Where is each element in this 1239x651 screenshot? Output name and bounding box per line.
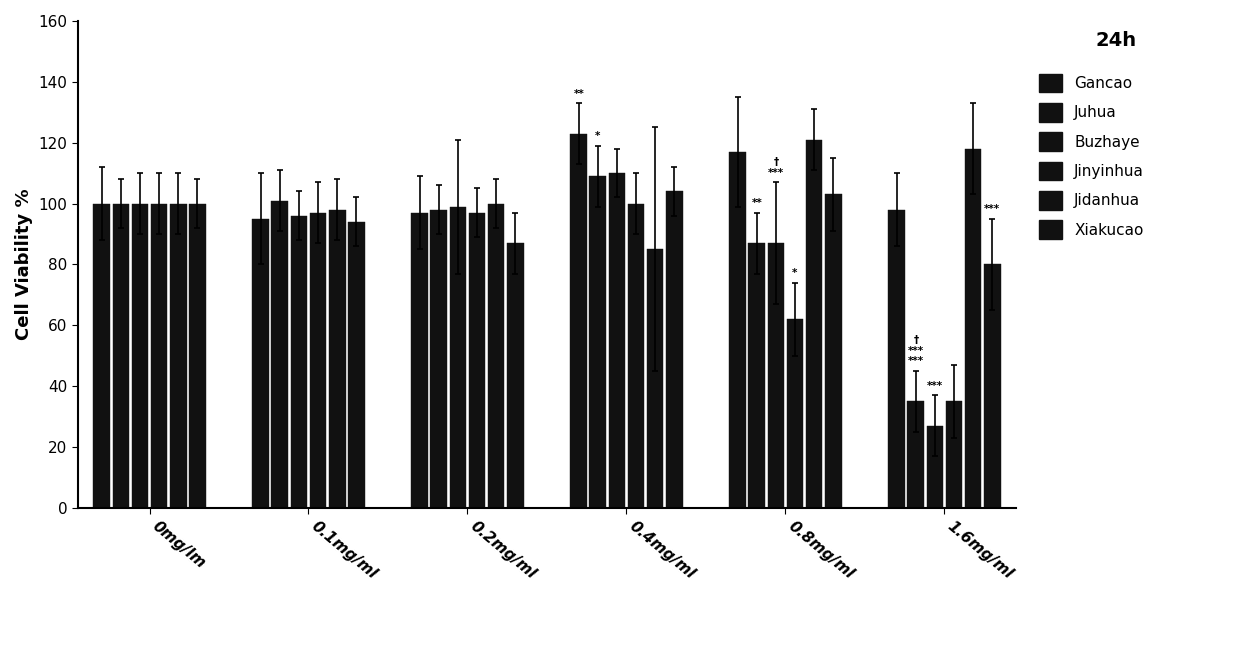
Bar (647, 249, 663, 508)
Bar (131, 204, 149, 508)
Text: *: * (595, 131, 601, 141)
Bar (170, 204, 187, 508)
Text: **: ** (574, 89, 584, 98)
Bar (787, 319, 803, 508)
Bar (825, 195, 841, 508)
Bar (748, 243, 766, 508)
Bar (628, 204, 644, 508)
Y-axis label: Cell Viability %: Cell Viability % (15, 189, 33, 340)
Bar (188, 204, 206, 508)
Bar (767, 243, 784, 508)
Text: 24h: 24h (1095, 31, 1137, 49)
Bar (450, 206, 466, 508)
Bar (310, 213, 326, 508)
Bar (348, 222, 364, 508)
Bar (945, 401, 963, 508)
Bar (430, 210, 447, 508)
Bar (570, 133, 587, 508)
Text: ***: *** (984, 204, 1000, 214)
Bar (151, 204, 167, 508)
Text: †
***: † *** (768, 157, 784, 178)
Bar (93, 204, 110, 508)
Bar (888, 210, 906, 508)
Text: *: * (792, 268, 798, 278)
Bar (488, 204, 504, 508)
Bar (907, 401, 924, 508)
Text: ***: *** (927, 381, 943, 391)
Bar (608, 173, 626, 508)
Bar (271, 201, 289, 508)
Bar (507, 243, 524, 508)
Bar (665, 191, 683, 508)
Bar (730, 152, 746, 508)
Bar (113, 204, 129, 508)
Legend: Gancao, Juhua, Buzhaye, Jinyinhua, Jidanhua, Xiakucao: Gancao, Juhua, Buzhaye, Jinyinhua, Jidan… (1033, 68, 1150, 245)
Bar (468, 213, 486, 508)
Bar (291, 215, 307, 508)
Bar (411, 213, 429, 508)
Bar (965, 149, 981, 508)
Bar (253, 219, 269, 508)
Bar (590, 176, 606, 508)
Text: **: ** (752, 198, 762, 208)
Bar (805, 140, 823, 508)
Bar (328, 210, 346, 508)
Text: †
***
***: † *** *** (908, 335, 924, 367)
Bar (927, 426, 943, 508)
Bar (984, 264, 1001, 508)
